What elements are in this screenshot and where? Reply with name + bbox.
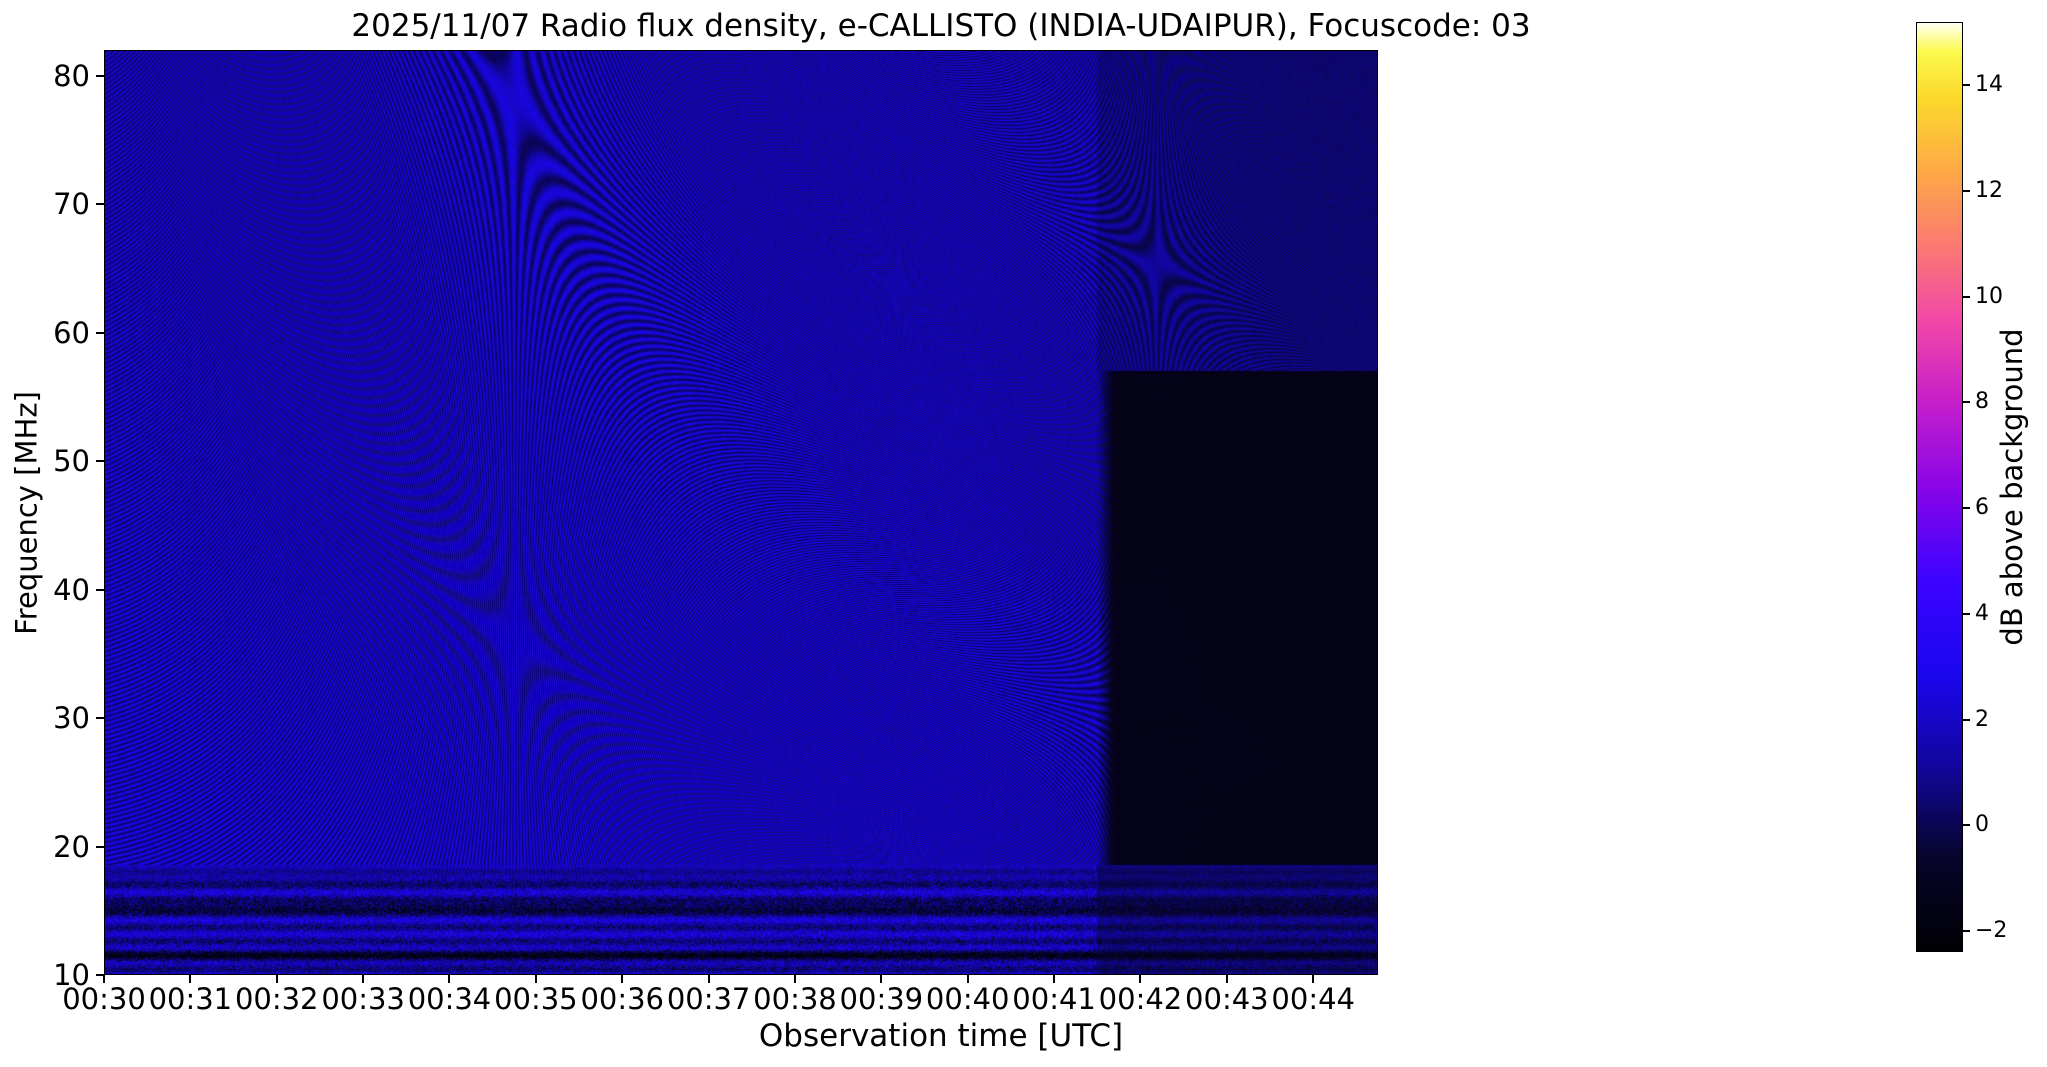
colorbar-tick-mark bbox=[1963, 824, 1970, 827]
y-tick-mark bbox=[96, 74, 104, 77]
x-tick-mark bbox=[966, 975, 969, 983]
colorbar-tick-label: 4 bbox=[1975, 600, 1989, 626]
colorbar-tick-label: 14 bbox=[1975, 72, 2003, 98]
x-tick-label: 00:30 bbox=[62, 982, 146, 1016]
x-tick-mark bbox=[1312, 975, 1315, 983]
x-tick-label: 00:35 bbox=[494, 982, 578, 1016]
x-tick-label: 00:39 bbox=[839, 982, 924, 1016]
y-tick-mark bbox=[96, 460, 104, 463]
x-tick-mark bbox=[275, 975, 278, 983]
x-axis-label: Observation time [UTC] bbox=[758, 1018, 1124, 1054]
colorbar-tick-mark bbox=[1963, 612, 1970, 615]
y-tick-mark bbox=[96, 974, 104, 976]
x-tick-label: 00:33 bbox=[321, 982, 405, 1016]
y-tick-label: 30 bbox=[53, 701, 90, 736]
x-tick-label: 00:31 bbox=[148, 982, 233, 1016]
x-tick-mark bbox=[189, 975, 192, 983]
x-tick-label: 00:36 bbox=[580, 982, 665, 1016]
x-tick-mark bbox=[1139, 975, 1142, 983]
colorbar-tick-mark bbox=[1963, 401, 1970, 404]
x-tick-label: 00:32 bbox=[234, 982, 319, 1016]
y-tick-label: 50 bbox=[53, 444, 90, 479]
x-tick-label: 00:40 bbox=[925, 982, 1010, 1016]
x-tick-label: 00:37 bbox=[666, 982, 751, 1016]
colorbar-tick-label: 10 bbox=[1975, 283, 2003, 309]
colorbar-tick-mark bbox=[1963, 507, 1970, 510]
x-tick-mark bbox=[793, 975, 796, 983]
colorbar-tick-mark bbox=[1963, 84, 1970, 87]
x-tick-mark bbox=[448, 975, 451, 983]
y-tick-mark bbox=[96, 203, 104, 206]
x-tick-label: 00:34 bbox=[407, 982, 492, 1016]
colorbar-tick-label: 2 bbox=[1975, 706, 1989, 732]
colorbar-gradient bbox=[1917, 23, 1962, 951]
colorbar-tick-label: 0 bbox=[1975, 812, 1989, 838]
colorbar-tick-label: 6 bbox=[1975, 495, 1989, 521]
x-tick-label: 00:43 bbox=[1185, 982, 1269, 1016]
x-tick-mark bbox=[362, 975, 365, 983]
y-tick-label: 70 bbox=[53, 187, 90, 222]
x-tick-mark bbox=[621, 975, 624, 983]
x-tick-label: 00:38 bbox=[753, 982, 837, 1016]
x-tick-label: 00:41 bbox=[1012, 982, 1096, 1016]
y-tick-mark bbox=[96, 845, 104, 848]
x-tick-mark bbox=[534, 975, 537, 983]
spectrogram-image bbox=[105, 51, 1377, 974]
colorbar-tick-label: 8 bbox=[1975, 389, 1989, 415]
x-tick-mark bbox=[1053, 975, 1056, 983]
x-tick-mark bbox=[707, 975, 710, 983]
colorbar-tick-mark bbox=[1963, 718, 1970, 721]
colorbar bbox=[1916, 22, 1963, 952]
x-tick-label: 00:44 bbox=[1271, 982, 1355, 1016]
spectrogram-axes bbox=[104, 50, 1378, 975]
x-tick-mark bbox=[103, 975, 105, 983]
y-tick-label: 10 bbox=[53, 958, 90, 992]
y-tick-label: 20 bbox=[53, 829, 90, 864]
y-axis-label: Frequency [MHz] bbox=[9, 390, 43, 635]
y-tick-mark bbox=[96, 588, 104, 591]
colorbar-label: dB above background bbox=[1995, 328, 2029, 646]
x-tick-label: 00:42 bbox=[1098, 982, 1183, 1016]
y-tick-label: 60 bbox=[53, 315, 90, 350]
y-tick-label: 80 bbox=[53, 58, 90, 93]
colorbar-tick-mark bbox=[1963, 929, 1970, 932]
colorbar-tick-mark bbox=[1963, 190, 1970, 193]
y-tick-label: 40 bbox=[53, 572, 90, 607]
colorbar-tick-label: −2 bbox=[1975, 917, 2008, 943]
page-title: 2025/11/07 Radio flux density, e-CALLIST… bbox=[351, 8, 1531, 44]
colorbar-tick-mark bbox=[1963, 295, 1970, 298]
y-tick-mark bbox=[96, 331, 104, 334]
y-tick-mark bbox=[96, 717, 104, 720]
x-tick-mark bbox=[1225, 975, 1228, 983]
x-tick-mark bbox=[880, 975, 883, 983]
colorbar-tick-label: 12 bbox=[1975, 178, 2003, 204]
